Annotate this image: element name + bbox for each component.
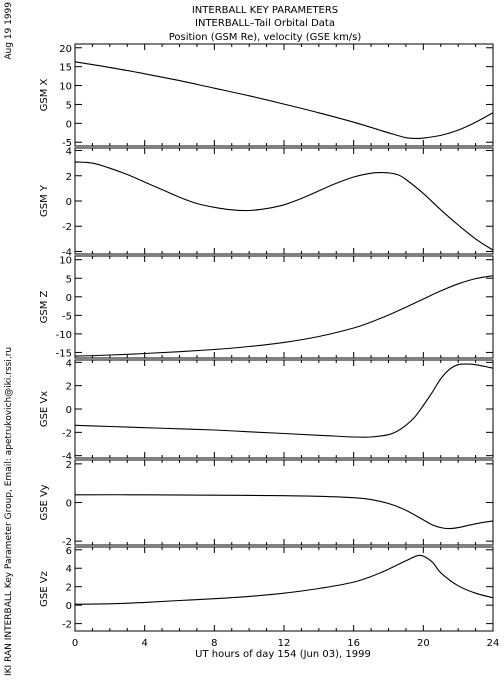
x-tick-label: 16 [347,638,360,649]
y-axis-label: GSM X [39,78,50,111]
y-tick-label: 4 [66,147,72,158]
y-tick-label: 4 [66,358,72,369]
x-tick-label: 20 [417,638,430,649]
y-tick-label: 2 [66,382,72,393]
y-tick-label: 4 [66,564,72,575]
y-axis-label: GSM Z [39,290,50,323]
credit-text: IKI RAN INTERBALL Key Parameter Group, E… [4,347,14,676]
series-line-1 [74,161,494,251]
x-axis-label: UT hours of day 154 (Jun 03), 1999 [195,649,371,660]
chart-caption: Position (GSM Re), velocity (GSE km/s) [169,32,362,43]
y-tick-label: 0 [66,119,72,130]
y-tick-label: 2 [66,172,72,183]
y-tick-label: 20 [59,44,72,55]
series-line-1 [74,275,494,357]
y-axis-label: GSE Vx [39,391,50,427]
panel-4: -4 -2 0 2 4 GSE Vx [39,358,494,463]
panel-2: -4 -2 0 2 4 GSM Y [39,147,494,258]
y-tick-label: 0 [66,499,72,510]
y-tick-label: -2 [62,620,72,631]
y-axis-label: GSE Vz [39,571,50,607]
y-tick-label: 10 [59,256,72,267]
chart-subtitle: INTERBALL–Tail Orbital Data [195,18,335,29]
y-tick-label: 0 [66,197,72,208]
series-line-1 [74,363,494,438]
x-tick-label: 4 [141,638,147,649]
panel-5: -2 0 2 GSE Vy [39,459,494,548]
panel-3: -15 -10 -5 0 5 10 GSM Z [39,255,494,359]
y-tick-label: 6 [66,546,72,557]
y-tick-label: -15 [56,348,72,359]
y-tick-label: 0 [66,601,72,612]
y-tick-label: -2 [62,537,72,548]
y-tick-label: -5 [62,138,72,149]
y-tick-label: -5 [62,311,72,322]
y-axis-label: GSM Y [39,184,50,217]
series-line-1 [74,61,494,140]
y-tick-label: 5 [66,274,72,285]
y-tick-label: 0 [66,293,72,304]
x-tick-label: 8 [211,638,217,649]
panel-6: -2 0 2 4 6 GSE Vz [39,546,494,632]
y-tick-label: 0 [66,405,72,416]
date-stamp: Aug 19 1999 [4,2,14,60]
y-tick-label: -2 [62,428,72,439]
y-tick-label: -2 [62,222,72,233]
y-tick-label: -4 [62,452,72,463]
x-tick-label: 0 [72,638,78,649]
y-axis-label: GSE Vy [39,484,50,520]
y-tick-label: 5 [66,100,72,111]
y-tick-label: 15 [59,63,72,74]
chart-title: INTERBALL KEY PARAMETERS [192,5,338,16]
y-tick-label: -10 [56,330,72,341]
series-line-1 [74,554,494,605]
y-tick-label: 2 [66,583,72,594]
series-line-1 [74,494,494,530]
y-tick-label: 10 [59,82,72,93]
panel-1: -5 0 5 10 15 20 GSM X [39,43,494,149]
x-tick-label: 24 [487,638,500,649]
x-tick-label: 12 [278,638,291,649]
y-tick-label: -4 [62,247,72,258]
y-tick-label: 2 [66,460,72,471]
